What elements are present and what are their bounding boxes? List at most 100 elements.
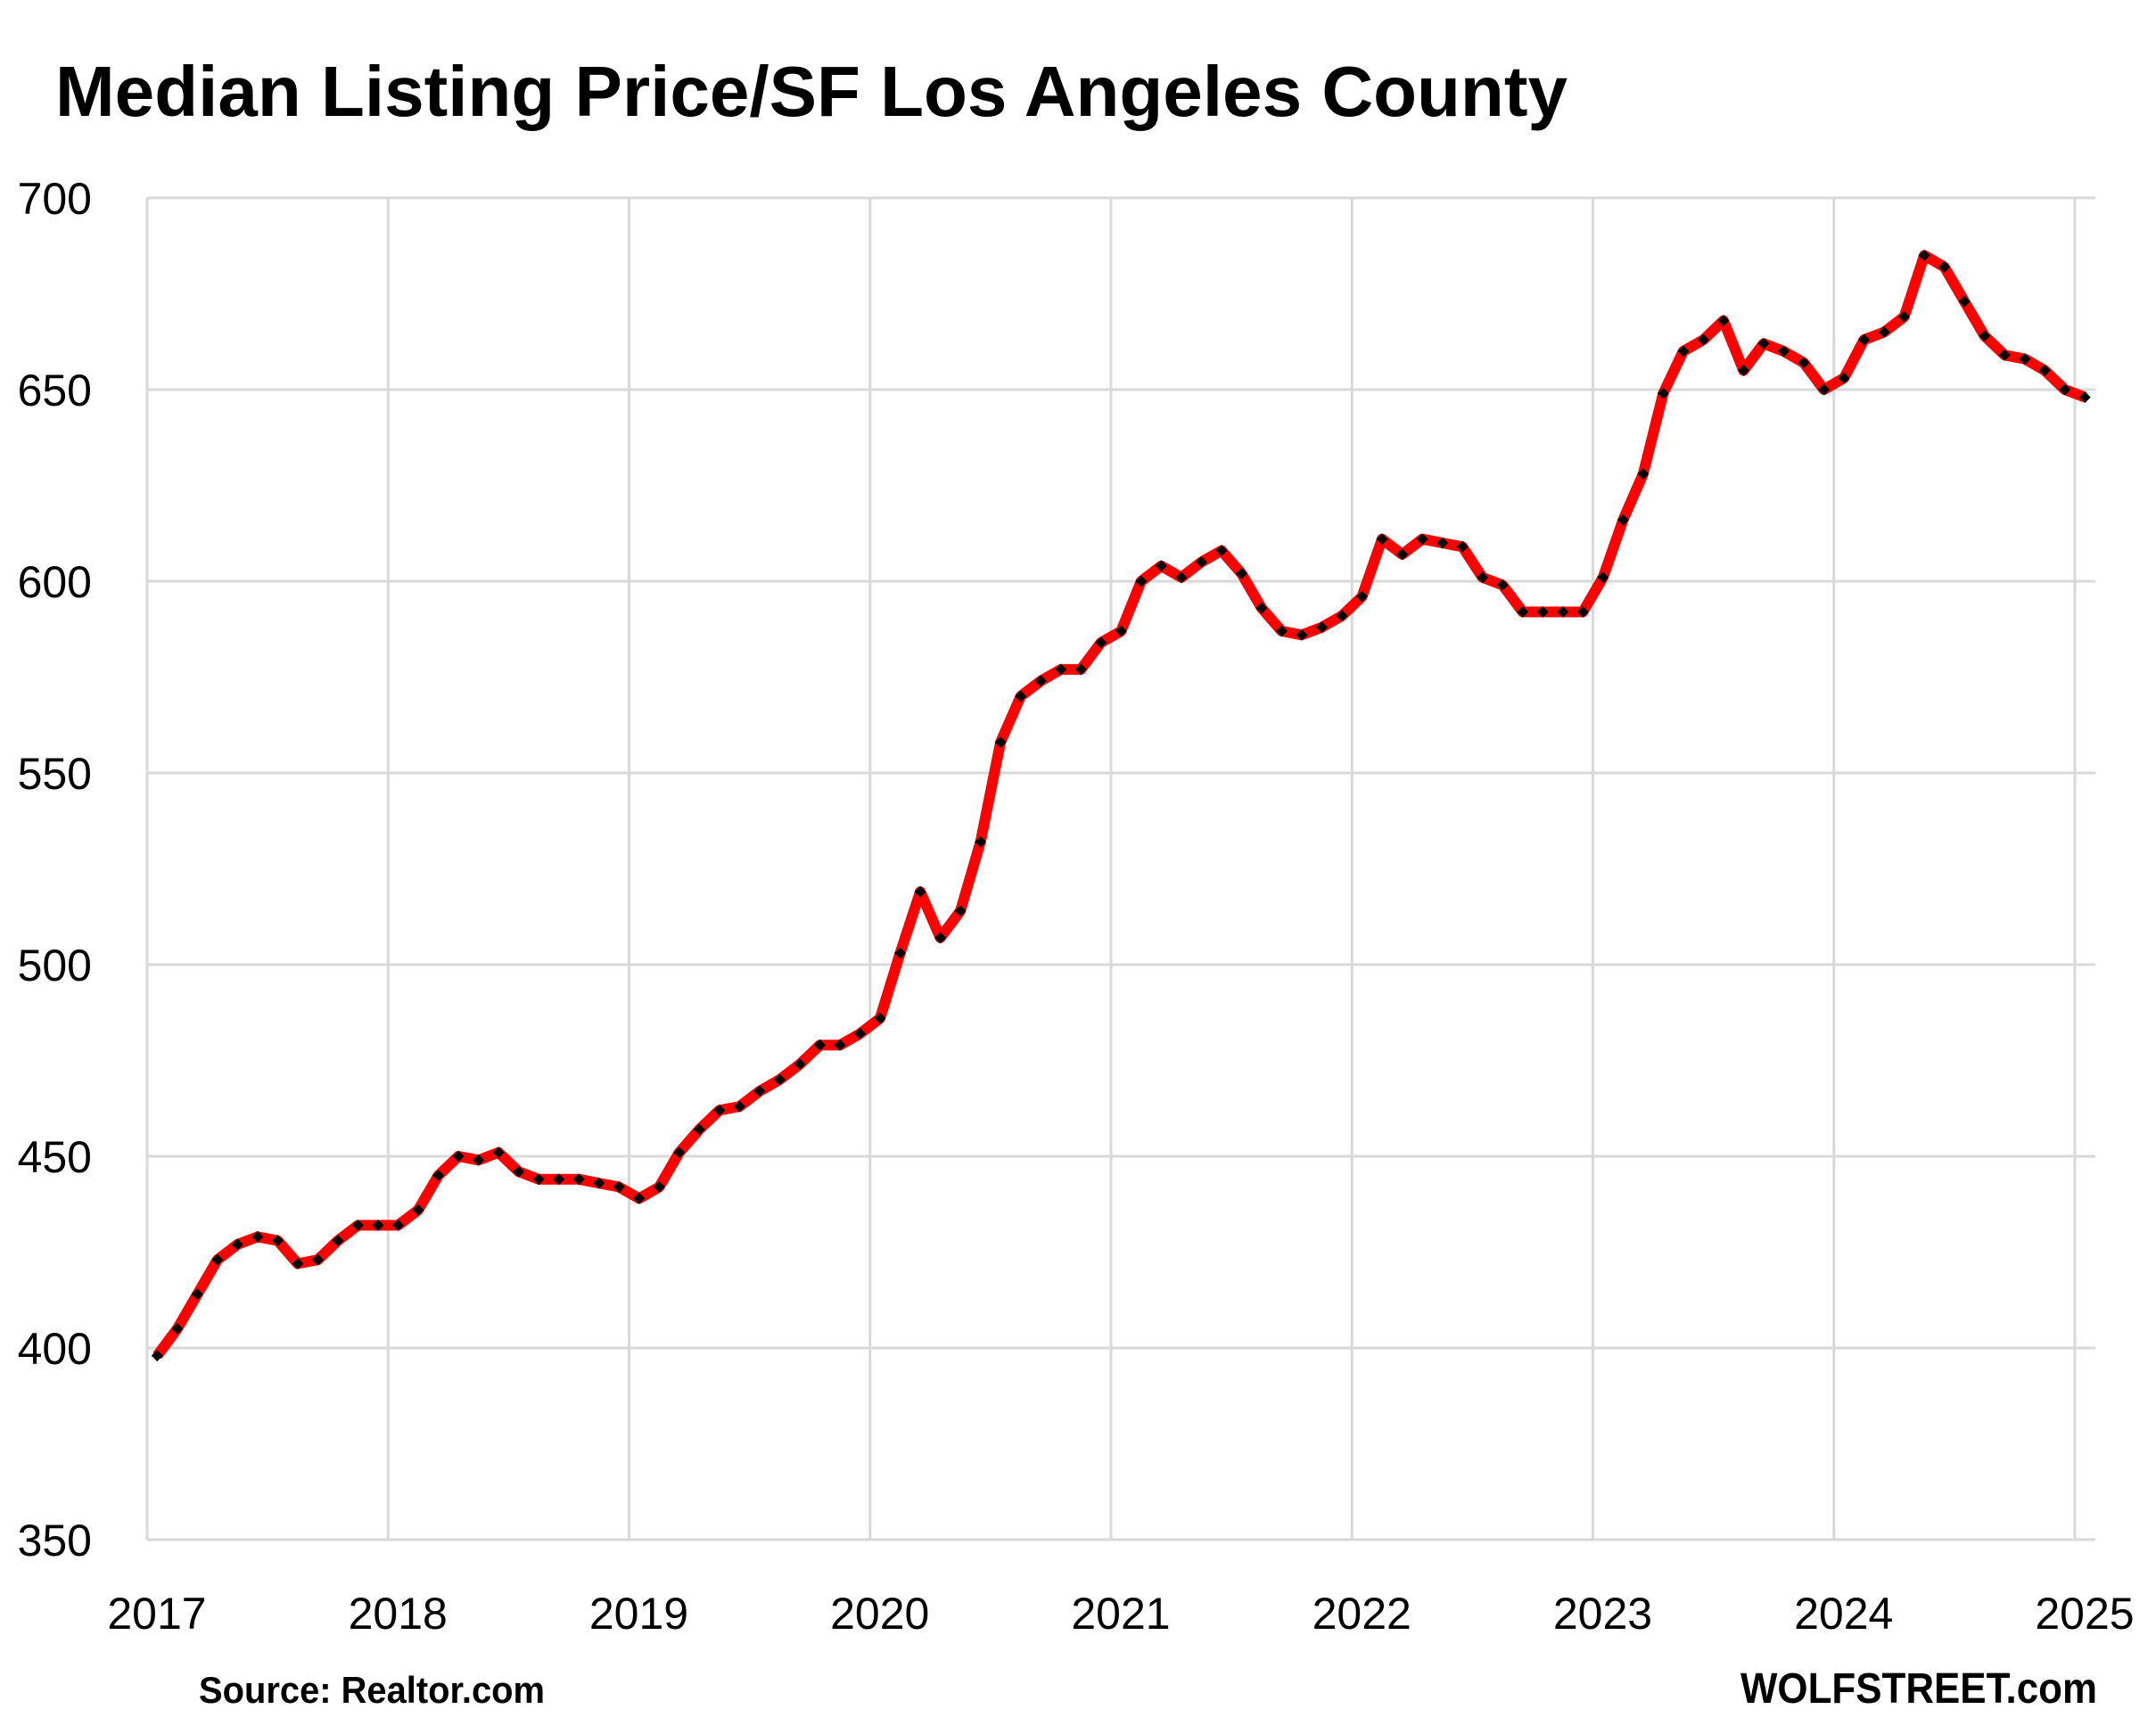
- data-point-marker: [311, 1253, 324, 1266]
- data-point-marker: [1878, 326, 1890, 338]
- data-point-marker: [1477, 571, 1489, 584]
- data-point-marker: [1135, 575, 1148, 588]
- y-axis-tick-labels: 350 400 450 500 550 600 650 700: [18, 174, 92, 1566]
- data-point-marker: [452, 1150, 465, 1163]
- data-point-marker: [1356, 590, 1369, 603]
- data-point-marker: [1777, 345, 1790, 357]
- data-point-marker: [1155, 560, 1167, 572]
- data-point-marker: [211, 1253, 224, 1266]
- data-point-marker: [432, 1170, 445, 1181]
- y-tick-label: 650: [18, 366, 92, 415]
- data-point-marker: [1958, 295, 1971, 308]
- data-point-marker: [2078, 391, 2091, 404]
- data-point-marker: [1034, 675, 1047, 687]
- data-point-marker: [1275, 625, 1288, 637]
- y-tick-label: 350: [18, 1516, 92, 1566]
- data-point-marker: [1657, 387, 1669, 399]
- data-point-marker: [1576, 605, 1589, 618]
- x-tick-label: 2024: [1794, 1589, 1893, 1639]
- y-tick-label: 550: [18, 749, 92, 799]
- brand-watermark: WOLFSTREET.com: [1740, 1665, 2097, 1713]
- data-point-marker: [231, 1238, 243, 1251]
- data-point-marker: [473, 1154, 485, 1166]
- data-point-marker: [753, 1085, 766, 1097]
- data-point-marker: [392, 1219, 405, 1231]
- data-point-marker: [1055, 663, 1067, 676]
- data-point-marker: [1074, 663, 1087, 676]
- data-point-marker: [1979, 330, 1991, 342]
- chart-title: Median Listing Price/SF Los Angeles Coun…: [55, 52, 1568, 131]
- data-point-marker: [653, 1180, 665, 1193]
- data-point-marker: [1717, 315, 1730, 327]
- data-point-marker: [1095, 637, 1107, 649]
- data-point-marker: [773, 1073, 786, 1086]
- data-point-marker: [693, 1123, 705, 1136]
- data-point-marker: [1416, 533, 1428, 546]
- data-point-marker: [975, 835, 987, 848]
- data-point-marker: [572, 1173, 585, 1186]
- data-point-marker: [1296, 629, 1308, 641]
- data-point-marker: [1215, 545, 1228, 557]
- data-point-marker: [1235, 567, 1247, 579]
- data-point-marker: [532, 1173, 545, 1186]
- data-point-marker: [1336, 610, 1348, 622]
- data-series: [151, 250, 2091, 1362]
- x-tick-label: 2017: [107, 1589, 206, 1639]
- x-tick-label: 2022: [1313, 1589, 1411, 1639]
- data-point-marker: [633, 1192, 646, 1204]
- y-tick-label: 450: [18, 1132, 92, 1182]
- data-point-marker: [1817, 383, 1830, 396]
- data-point-marker: [553, 1173, 565, 1186]
- data-point-marker: [1697, 333, 1709, 346]
- data-point-marker: [934, 932, 947, 944]
- data-point-marker: [1436, 537, 1449, 549]
- data-point-marker: [1557, 605, 1569, 618]
- y-tick-label: 500: [18, 941, 92, 990]
- data-point-marker: [813, 1039, 826, 1051]
- data-point-marker: [1637, 468, 1650, 481]
- data-point-marker: [271, 1235, 284, 1247]
- data-point-marker: [853, 1027, 866, 1040]
- data-point-marker: [1195, 556, 1207, 568]
- data-point-marker: [1255, 602, 1268, 614]
- data-point-marker: [1376, 533, 1388, 546]
- data-point-marker: [1677, 345, 1690, 357]
- data-point-marker: [1015, 690, 1027, 703]
- data-point-marker: [1938, 260, 1951, 273]
- y-tick-label: 600: [18, 557, 92, 607]
- data-point-marker: [1737, 365, 1749, 376]
- data-point-marker: [191, 1288, 203, 1301]
- data-point-marker: [292, 1257, 304, 1270]
- x-tick-label: 2023: [1553, 1589, 1652, 1639]
- data-point-marker: [1757, 337, 1770, 349]
- data-point-marker: [794, 1058, 806, 1071]
- data-point-marker: [1597, 571, 1609, 584]
- data-point-marker: [874, 1012, 886, 1024]
- data-point-marker: [1617, 514, 1629, 526]
- data-point-marker: [733, 1100, 745, 1113]
- x-tick-label: 2021: [1071, 1589, 1170, 1639]
- data-point-marker: [613, 1180, 625, 1193]
- data-point-marker: [332, 1235, 344, 1247]
- x-tick-label: 2018: [349, 1589, 448, 1639]
- data-point-marker: [513, 1165, 525, 1178]
- data-point-marker: [412, 1204, 424, 1216]
- y-tick-label: 700: [18, 174, 92, 224]
- data-point-marker: [914, 885, 926, 898]
- data-point-marker: [894, 947, 907, 959]
- y-tick-label: 400: [18, 1324, 92, 1374]
- data-point-marker: [1918, 250, 1930, 261]
- data-point-marker: [372, 1219, 384, 1231]
- data-point-marker: [2059, 383, 2071, 396]
- data-point-marker: [834, 1039, 846, 1051]
- data-point-marker: [1838, 372, 1850, 384]
- data-point-marker: [1536, 605, 1549, 618]
- data-point-marker: [713, 1104, 726, 1116]
- x-tick-label: 2019: [589, 1589, 688, 1639]
- x-axis-tick-labels: 2017 2018 2019 2020 2021 2022 2023 2024 2025: [107, 1589, 2134, 1639]
- data-point-marker: [171, 1323, 184, 1335]
- source-note: Source: Realtor.com: [199, 1669, 545, 1711]
- data-point-marker: [2019, 353, 2031, 366]
